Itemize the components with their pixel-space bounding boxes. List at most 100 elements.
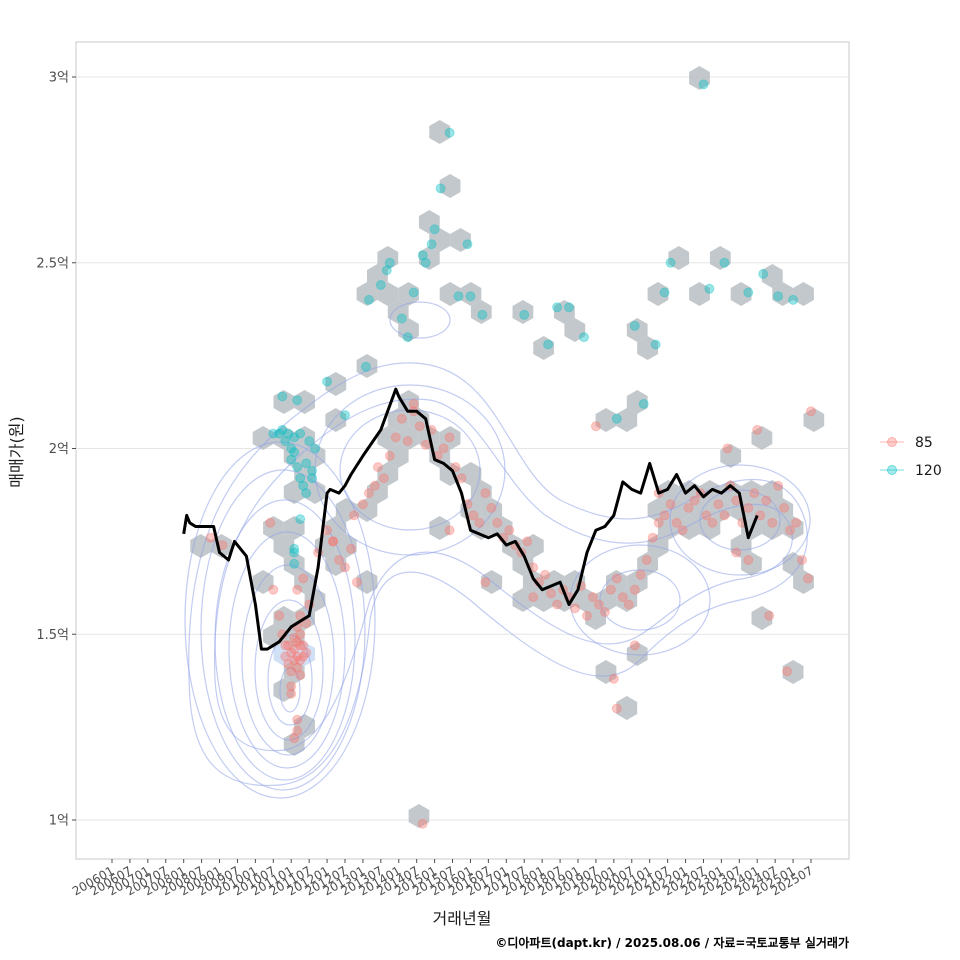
point-85-68 <box>504 525 515 536</box>
hex-cell-126 <box>616 408 638 432</box>
point-120-3 <box>280 436 291 447</box>
point-120-47 <box>629 320 640 331</box>
point-85-58 <box>444 432 455 443</box>
point-120-13 <box>301 458 312 469</box>
point-85-127 <box>764 610 775 621</box>
trend-line-layer <box>182 387 759 651</box>
point-85-96 <box>671 517 682 528</box>
y-tick-label-4: 3억 <box>49 71 69 86</box>
point-120-51 <box>665 257 676 268</box>
point-85-102 <box>707 517 718 528</box>
point-85-6 <box>280 640 291 651</box>
hex-cell-25 <box>377 426 399 450</box>
hex-cell-141 <box>377 246 399 270</box>
point-85-0 <box>205 532 216 543</box>
point-85-131 <box>417 818 428 829</box>
point-120-24 <box>322 376 333 387</box>
point-85-76 <box>552 599 563 610</box>
point-85-41 <box>346 543 356 554</box>
point-85-124 <box>629 640 640 651</box>
point-120-46 <box>611 413 622 424</box>
point-85-82 <box>587 592 598 603</box>
point-85-40 <box>340 562 350 573</box>
point-85-66 <box>492 517 503 528</box>
point-85-13 <box>286 688 297 699</box>
point-85-54 <box>420 439 431 450</box>
point-120-23 <box>289 558 300 569</box>
point-120-50 <box>659 287 670 298</box>
point-85-20 <box>292 662 303 673</box>
density-contours <box>184 301 811 799</box>
hex-cell-89 <box>398 390 419 414</box>
point-120-31 <box>408 287 419 298</box>
point-85-114 <box>779 502 790 513</box>
point-120-11 <box>295 473 306 484</box>
point-120-38 <box>462 239 473 250</box>
point-120-34 <box>429 224 440 235</box>
point-85-79 <box>570 603 580 614</box>
point-120-54 <box>719 257 730 268</box>
hex-cell-50 <box>606 570 627 594</box>
point-85-136 <box>731 547 742 558</box>
contour-10 <box>599 569 681 631</box>
contour-3 <box>241 564 335 756</box>
point-120-32 <box>420 257 431 268</box>
point-120-2 <box>277 424 288 435</box>
hex-cell-85 <box>595 408 617 432</box>
point-120-40 <box>477 309 488 320</box>
point-85-122 <box>608 673 619 684</box>
point-85-121 <box>528 592 539 603</box>
point-85-119 <box>806 406 816 417</box>
point-85-117 <box>797 555 807 565</box>
hex-cell-102 <box>294 390 315 414</box>
point-85-62 <box>468 510 479 521</box>
hex-cell-70 <box>761 516 783 540</box>
y-tick-label-2: 2억 <box>49 442 69 457</box>
hex-cell-115 <box>418 210 440 234</box>
point-85-39 <box>334 555 344 565</box>
point-120-33 <box>426 239 437 250</box>
point-85-3 <box>268 584 279 595</box>
hex-cell-52 <box>626 570 648 594</box>
hex-cell-46 <box>574 588 596 612</box>
point-85-84 <box>599 607 610 617</box>
point-120-27 <box>375 280 386 290</box>
point-85-59 <box>450 462 461 473</box>
hex-cell-127 <box>626 318 648 342</box>
point-85-86 <box>611 573 622 584</box>
point-85-115 <box>785 525 796 536</box>
hex-cell-73 <box>782 552 804 576</box>
hex-cell-93 <box>252 426 274 450</box>
point-85-4 <box>274 610 285 621</box>
contour-1 <box>267 634 313 726</box>
hex-cell-97 <box>294 426 315 450</box>
legend-label-85: 85 <box>915 435 933 451</box>
hex-cell-92 <box>741 552 762 576</box>
hex-cell-140 <box>283 516 305 540</box>
y-axis: 1억 1.5억 2억 2.5억 3억 <box>36 71 76 829</box>
point-85-29 <box>292 725 303 736</box>
point-120-41 <box>519 309 530 320</box>
contour-0 <box>279 667 301 713</box>
point-85-103 <box>713 499 724 510</box>
point-120-12 <box>298 480 309 491</box>
hex-cell-86 <box>658 480 679 504</box>
hex-cell-30 <box>429 444 451 468</box>
point-85-87 <box>617 592 628 603</box>
point-85-19 <box>292 651 303 662</box>
point-85-18 <box>292 636 303 647</box>
hex-cell-108 <box>377 282 399 306</box>
point-85-7 <box>280 651 291 662</box>
hex-cell-42 <box>522 570 544 594</box>
point-85-134 <box>408 398 419 409</box>
hex-cell-23 <box>377 462 399 486</box>
point-85-83 <box>593 599 604 610</box>
point-120-61 <box>417 250 428 261</box>
hex-cell-135 <box>730 282 752 306</box>
hex-cell-101 <box>273 390 295 414</box>
point-85-63 <box>474 517 485 528</box>
hex-cell-40 <box>522 534 544 558</box>
point-85-45 <box>369 480 380 491</box>
hex-cell-139 <box>356 354 378 378</box>
point-85-95 <box>665 499 676 510</box>
